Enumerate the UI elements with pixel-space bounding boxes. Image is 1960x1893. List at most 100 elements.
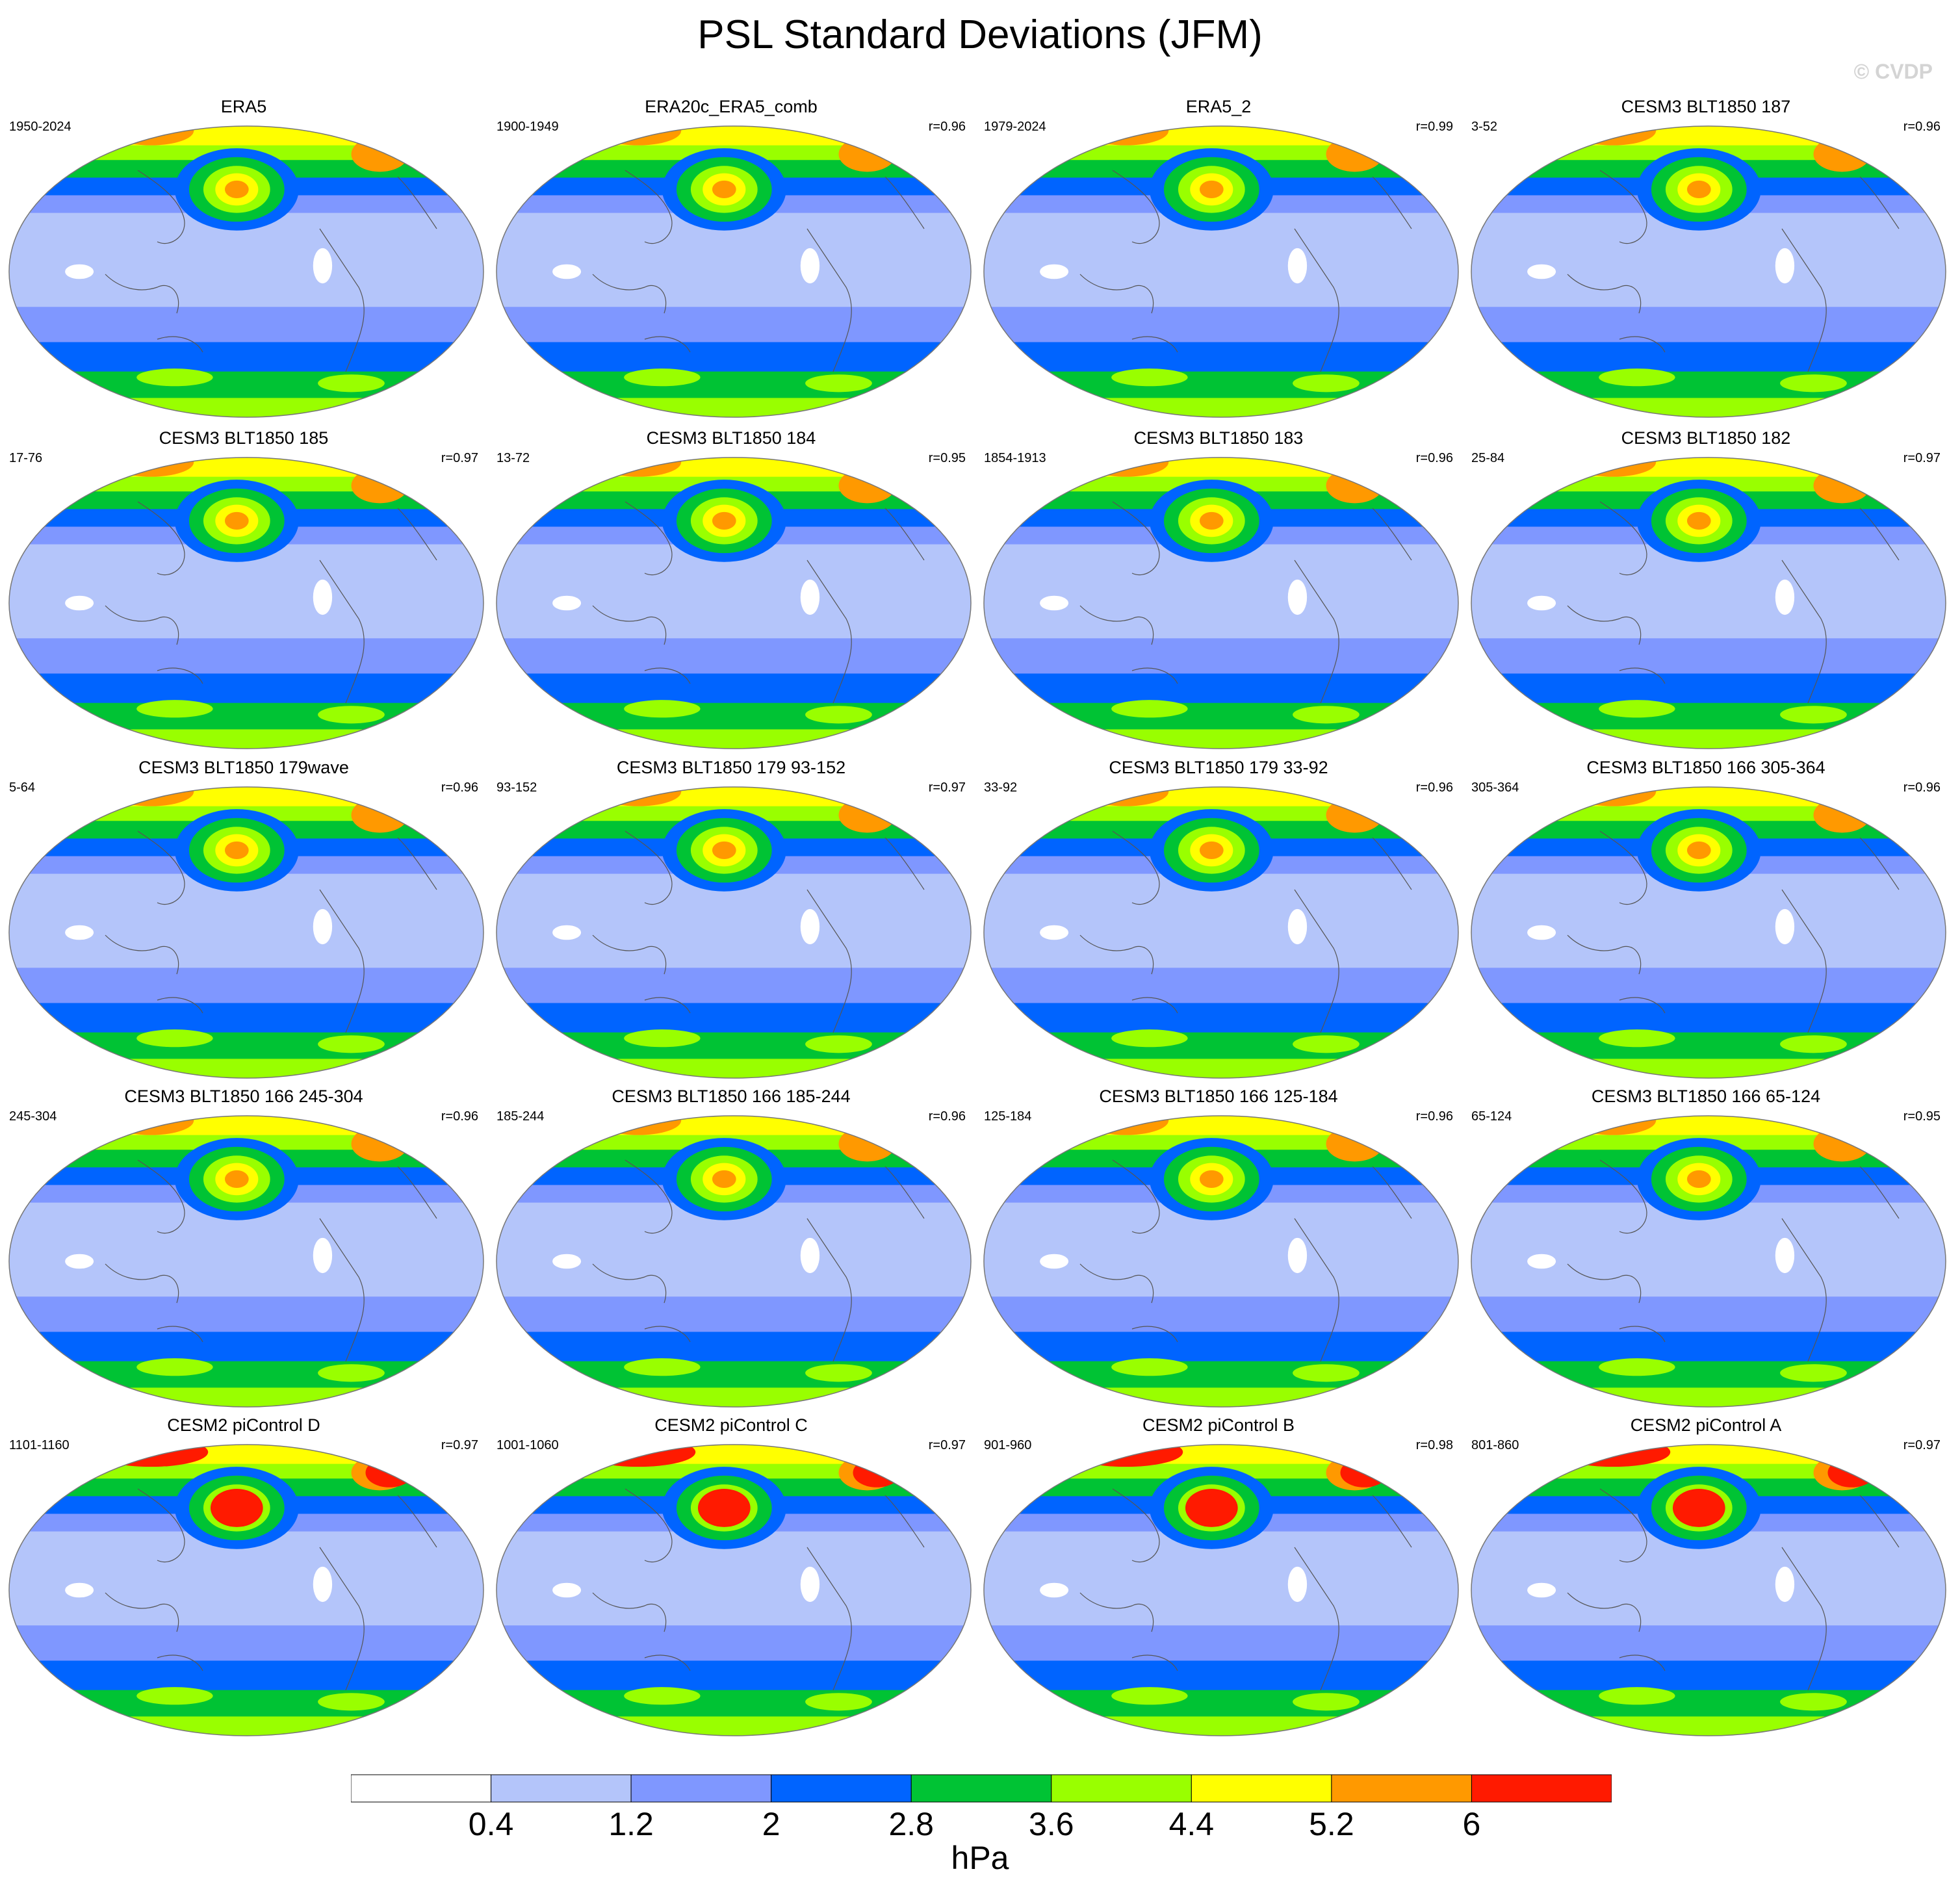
psl-map [1471,786,1946,1079]
panel-years: 5-64 [9,780,36,795]
panel-years: 125-184 [984,1109,1032,1124]
colorbar-segment [351,1774,492,1803]
coastline [105,831,437,1033]
colorbar [351,1774,1612,1803]
field-shading [1471,1445,1946,1736]
panel-title: CESM3 BLT1850 166 305-364 [1586,758,1825,777]
panel-years: 1001-1060 [496,1438,559,1452]
colorbar-segment [1191,1774,1332,1803]
globe-outline [496,1444,972,1736]
globe-outline [8,1444,484,1736]
colorbar-tick-label: 1.2 [608,1806,654,1842]
panel-years: 1900-1949 [496,120,559,134]
map-panel: CESM3 BLT1850 187 3-52 r=0.96 [1462,96,1950,418]
field-shading [9,1445,484,1736]
map-panel: CESM3 BLT1850 166 305-364 305-364 r=0.96 [1462,757,1950,1079]
panel-correlation: r=0.97 [441,451,478,465]
globe-outline [8,457,484,749]
coastline [1567,170,1900,372]
panel-title: CESM2 piControl B [1142,1415,1295,1435]
panel-years: 25-84 [1471,451,1505,465]
panel-title: CESM3 BLT1850 166 125-184 [1099,1087,1338,1106]
globe-outline [8,1115,484,1408]
psl-map [983,457,1459,749]
panel-title: CESM3 BLT1850 182 [1621,428,1791,448]
globe-outline [983,457,1459,749]
psl-map [8,457,484,749]
panel-correlation: r=0.96 [1903,120,1941,134]
panel-years: 1854-1913 [984,451,1046,465]
panel-title: CESM3 BLT1850 184 [646,428,816,448]
field-shading [1471,1116,1946,1407]
panel-years: 17-76 [9,451,43,465]
map-panel: CESM3 BLT1850 166 245-304 245-304 r=0.96 [0,1086,487,1408]
field-shading [984,126,1458,417]
panel-correlation: r=0.96 [928,120,966,134]
globe-outline [496,457,972,749]
panel-correlation: r=0.97 [1903,1438,1941,1452]
colorbar-tick-label: 5.2 [1309,1806,1354,1842]
map-panel: CESM3 BLT1850 184 13-72 r=0.95 [487,428,975,749]
coastline [1567,1488,1900,1691]
colorbar-unit: hPa [951,1840,1009,1876]
panel-years: 305-364 [1471,780,1519,795]
panel-correlation: r=0.96 [441,780,478,795]
panel-correlation: r=0.95 [1903,1109,1941,1124]
panel-title: ERA5 [220,97,267,116]
panel-correlation: r=0.95 [928,451,966,465]
panel-correlation: r=0.97 [928,780,966,795]
globe-outline [496,786,972,1079]
map-panel: CESM3 BLT1850 182 25-84 r=0.97 [1462,428,1950,749]
globe-outline [496,1115,972,1408]
psl-map [1471,125,1946,418]
colorbar-tick-label: 3.6 [1029,1806,1074,1842]
panel-title: CESM3 BLT1850 183 [1133,428,1304,448]
globe-outline [8,786,484,1079]
map-panel: CESM3 BLT1850 166 65-124 65-124 r=0.95 [1462,1086,1950,1408]
colorbar-tick-label: 0.4 [468,1806,514,1842]
psl-map [496,1115,972,1408]
panel-title: CESM2 piControl A [1630,1415,1782,1435]
panel-correlation: r=0.96 [1415,1109,1453,1124]
page-title: PSL Standard Deviations (JFM) [697,12,1263,57]
panel-title: ERA5_2 [1185,97,1252,116]
coastline [1079,501,1412,704]
psl-map [8,1115,484,1408]
panel-correlation: r=0.96 [1415,451,1453,465]
psl-map [496,786,972,1079]
map-panel: CESM2 piControl A 801-860 r=0.97 [1462,1415,1950,1736]
coastline [592,1488,925,1691]
field-shading [496,787,971,1078]
field-shading [496,457,971,749]
colorbar-tick-label: 2.8 [888,1806,934,1842]
map-panel: CESM3 BLT1850 179wave 5-64 r=0.96 [0,757,487,1079]
globe-outline [983,1444,1459,1736]
psl-map [1471,1115,1946,1408]
colorbar-labels: 0.4 1.2 2 2.8 3.6 4.4 5.2 6 [0,1805,1960,1844]
copyright-watermark: © CVDP [1853,60,1933,83]
panel-years: 245-304 [9,1109,57,1124]
panel-title: ERA20c_ERA5_comb [645,97,818,116]
globe-outline [1471,1444,1946,1736]
panel-years: 1950-2024 [9,120,71,134]
panel-years: 1101-1160 [9,1438,70,1452]
map-panel: CESM3 BLT1850 166 185-244 185-244 r=0.96 [487,1086,975,1408]
map-panel: ERA5_2 1979-2024 r=0.99 [975,96,1462,418]
globe-outline [1471,1115,1946,1408]
colorbar-segment [1471,1774,1612,1803]
panel-title: CESM3 BLT1850 179wave [138,758,349,777]
panel-years: 801-860 [1471,1438,1519,1452]
field-shading [9,787,484,1078]
globe-outline [1471,457,1946,749]
coastline [592,170,925,372]
panel-title: CESM3 BLT1850 166 245-304 [124,1087,363,1106]
coastline [1079,1159,1412,1362]
coastline [1079,831,1412,1033]
coastline [1079,1488,1412,1691]
coastline [592,1159,925,1362]
panel-years: 33-92 [984,780,1018,795]
globe-outline [983,1115,1459,1408]
psl-map [496,125,972,418]
psl-map [8,1444,484,1736]
globe-outline [983,125,1459,418]
